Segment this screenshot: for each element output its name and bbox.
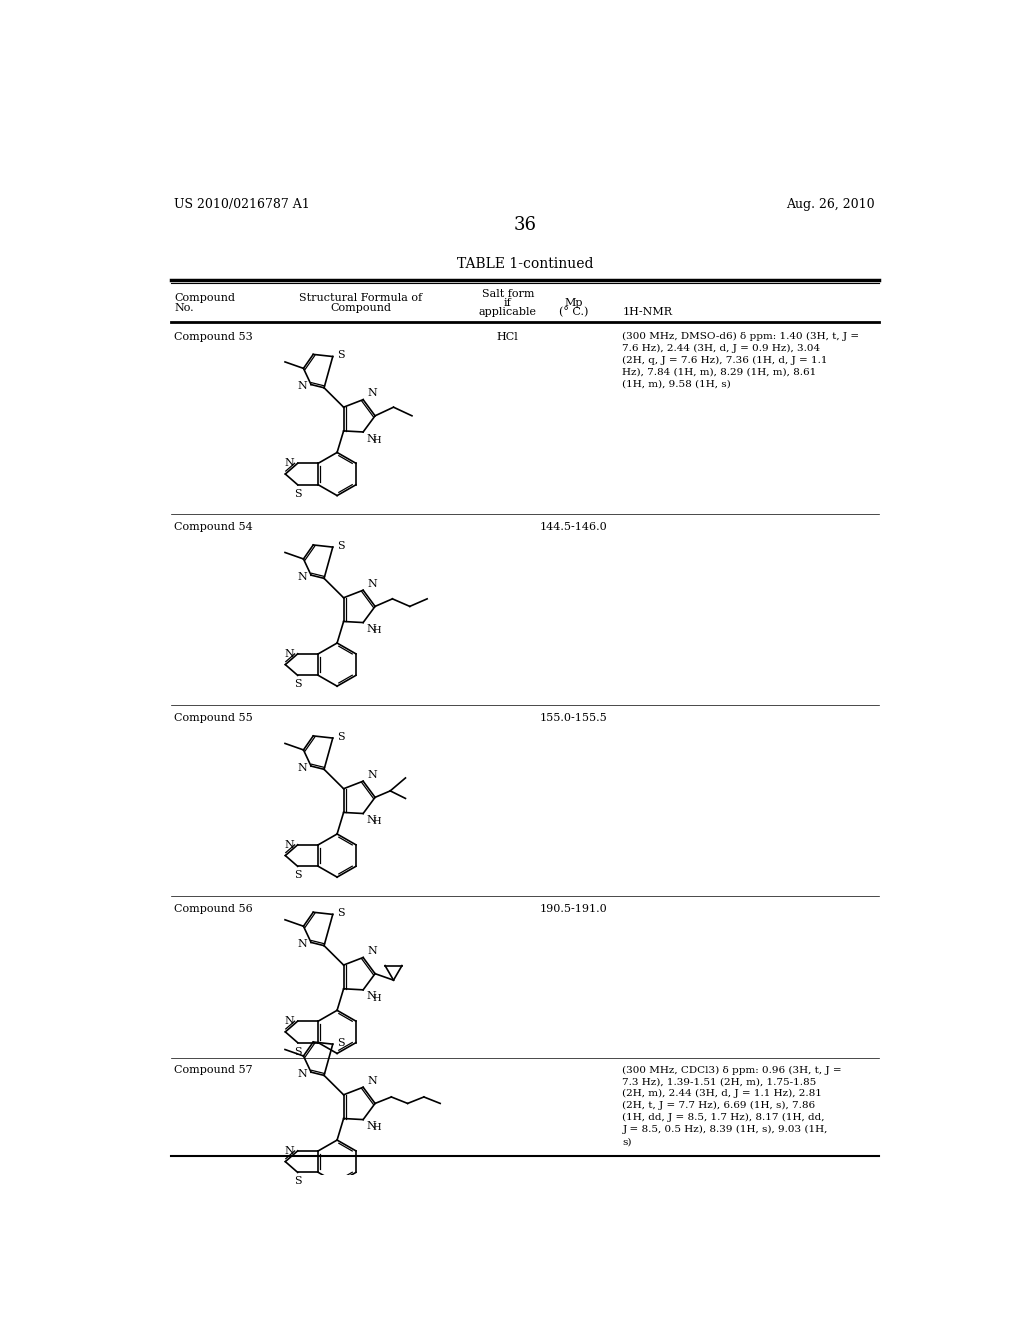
Text: N: N — [297, 572, 307, 582]
Text: Compound: Compound — [174, 293, 236, 304]
Text: S: S — [337, 541, 344, 550]
Text: 155.0-155.5: 155.0-155.5 — [540, 713, 607, 723]
Text: N: N — [367, 624, 376, 634]
Text: No.: No. — [174, 304, 195, 313]
Text: N: N — [297, 939, 307, 949]
Text: Salt form: Salt form — [481, 289, 534, 300]
Text: if: if — [504, 298, 512, 308]
Text: H: H — [373, 1123, 381, 1133]
Text: H: H — [373, 627, 381, 635]
Text: N: N — [367, 814, 376, 825]
Text: N: N — [367, 433, 376, 444]
Text: (° C.): (° C.) — [559, 308, 589, 318]
Text: S: S — [294, 680, 301, 689]
Text: applicable: applicable — [479, 308, 537, 317]
Text: N: N — [284, 1016, 294, 1026]
Text: 1H-NMR: 1H-NMR — [623, 308, 673, 317]
Text: (300 MHz, CDCl3) δ ppm: 0.96 (3H, t, J =
7.3 Hz), 1.39-1.51 (2H, m), 1.75-1.85
(: (300 MHz, CDCl3) δ ppm: 0.96 (3H, t, J =… — [623, 1065, 842, 1146]
Text: HCl: HCl — [497, 331, 518, 342]
Text: Compound: Compound — [330, 304, 391, 313]
Text: 36: 36 — [513, 216, 537, 234]
Text: N: N — [284, 840, 294, 850]
Text: S: S — [294, 870, 301, 880]
Text: N: N — [367, 1076, 377, 1086]
Text: S: S — [337, 908, 344, 917]
Text: N: N — [367, 578, 377, 589]
Text: Compound 57: Compound 57 — [174, 1065, 253, 1076]
Text: N: N — [367, 991, 376, 1002]
Text: N: N — [284, 649, 294, 659]
Text: N: N — [297, 381, 307, 391]
Text: H: H — [373, 817, 381, 826]
Text: S: S — [337, 731, 344, 742]
Text: S: S — [337, 350, 344, 360]
Text: N: N — [284, 1146, 294, 1156]
Text: Compound 53: Compound 53 — [174, 331, 253, 342]
Text: N: N — [367, 1121, 376, 1131]
Text: US 2010/0216787 A1: US 2010/0216787 A1 — [174, 198, 310, 211]
Text: N: N — [284, 458, 294, 469]
Text: S: S — [294, 1176, 301, 1187]
Text: 190.5-191.0: 190.5-191.0 — [540, 904, 607, 913]
Text: 144.5-146.0: 144.5-146.0 — [540, 521, 607, 532]
Text: Mp: Mp — [564, 298, 583, 308]
Text: N: N — [367, 770, 377, 780]
Text: Compound 56: Compound 56 — [174, 904, 253, 913]
Text: Compound 54: Compound 54 — [174, 521, 253, 532]
Text: S: S — [294, 488, 301, 499]
Text: S: S — [294, 1047, 301, 1056]
Text: N: N — [297, 763, 307, 772]
Text: Structural Formula of: Structural Formula of — [299, 293, 422, 304]
Text: H: H — [373, 994, 381, 1003]
Text: (300 MHz, DMSO-d6) δ ppm: 1.40 (3H, t, J =
7.6 Hz), 2.44 (3H, d, J = 0.9 Hz), 3.: (300 MHz, DMSO-d6) δ ppm: 1.40 (3H, t, J… — [623, 331, 859, 388]
Text: N: N — [367, 946, 377, 956]
Text: Compound 55: Compound 55 — [174, 713, 253, 723]
Text: N: N — [367, 388, 377, 399]
Text: TABLE 1-continued: TABLE 1-continued — [457, 257, 593, 271]
Text: S: S — [337, 1038, 344, 1048]
Text: N: N — [297, 1069, 307, 1078]
Text: Aug. 26, 2010: Aug. 26, 2010 — [786, 198, 876, 211]
Text: H: H — [373, 436, 381, 445]
